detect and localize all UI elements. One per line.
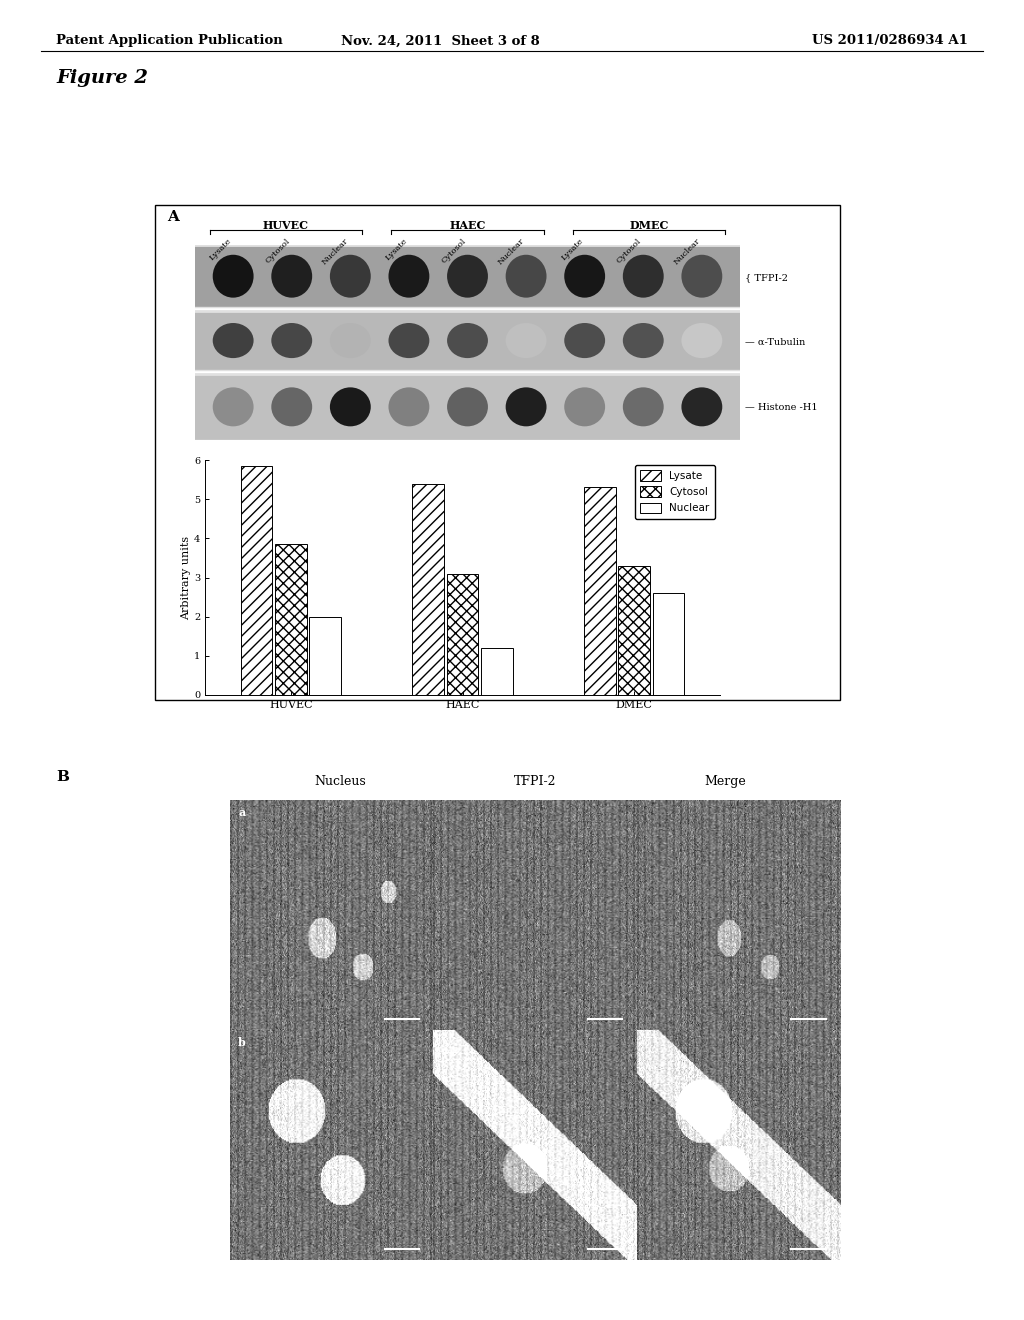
Text: A: A <box>167 210 179 224</box>
Ellipse shape <box>681 387 722 426</box>
Bar <box>195 374 740 440</box>
Text: Cytosol: Cytosol <box>264 238 292 265</box>
Bar <box>618 566 650 696</box>
Ellipse shape <box>388 255 429 297</box>
Ellipse shape <box>388 323 429 358</box>
Text: b: b <box>239 1038 246 1048</box>
Ellipse shape <box>447 387 488 426</box>
Ellipse shape <box>623 323 664 358</box>
Bar <box>652 593 684 696</box>
Ellipse shape <box>213 255 254 297</box>
Text: Cytosol: Cytosol <box>615 238 643 265</box>
Bar <box>241 466 272 696</box>
Bar <box>195 246 740 308</box>
Text: B: B <box>56 770 70 784</box>
Ellipse shape <box>330 323 371 358</box>
Bar <box>481 648 513 696</box>
Ellipse shape <box>447 323 488 358</box>
Ellipse shape <box>564 387 605 426</box>
Ellipse shape <box>330 255 371 297</box>
Ellipse shape <box>213 387 254 426</box>
Text: — Histone -H1: — Histone -H1 <box>745 403 818 412</box>
Text: US 2011/0286934 A1: US 2011/0286934 A1 <box>812 34 968 48</box>
Bar <box>446 574 478 696</box>
Ellipse shape <box>681 323 722 358</box>
Text: { TFPI-2: { TFPI-2 <box>745 273 788 282</box>
Ellipse shape <box>623 255 664 297</box>
Text: Merge: Merge <box>705 775 745 788</box>
Ellipse shape <box>506 323 547 358</box>
Text: HAEC: HAEC <box>450 220 485 231</box>
Text: HUVEC: HUVEC <box>263 220 309 231</box>
Ellipse shape <box>213 323 254 358</box>
Ellipse shape <box>623 387 664 426</box>
Ellipse shape <box>564 255 605 297</box>
Ellipse shape <box>388 387 429 426</box>
Text: Nov. 24, 2011  Sheet 3 of 8: Nov. 24, 2011 Sheet 3 of 8 <box>341 34 540 48</box>
Text: Lysate: Lysate <box>208 238 233 263</box>
Ellipse shape <box>506 387 547 426</box>
Text: Patent Application Publication: Patent Application Publication <box>56 34 283 48</box>
Bar <box>309 616 341 696</box>
Text: Lysate: Lysate <box>384 238 409 263</box>
Ellipse shape <box>564 323 605 358</box>
Text: DMEC: DMEC <box>630 220 669 231</box>
Ellipse shape <box>330 387 371 426</box>
Text: Cytosol: Cytosol <box>439 238 468 265</box>
Text: Nucleus: Nucleus <box>314 775 366 788</box>
Ellipse shape <box>681 255 722 297</box>
Ellipse shape <box>447 255 488 297</box>
Ellipse shape <box>506 255 547 297</box>
Text: a: a <box>239 807 246 818</box>
Bar <box>413 483 444 696</box>
Bar <box>195 312 740 370</box>
Text: Nuclear: Nuclear <box>497 238 526 267</box>
Text: Nuclear: Nuclear <box>321 238 350 267</box>
Bar <box>275 544 306 696</box>
Text: Figure 2: Figure 2 <box>56 69 148 87</box>
Bar <box>584 487 615 696</box>
Y-axis label: Arbitrary units: Arbitrary units <box>181 536 191 619</box>
Ellipse shape <box>271 387 312 426</box>
Legend: Lysate, Cytosol, Nuclear: Lysate, Cytosol, Nuclear <box>635 465 715 519</box>
Ellipse shape <box>271 323 312 358</box>
Text: Lysate: Lysate <box>559 238 585 263</box>
Text: — α-Tubulin: — α-Tubulin <box>745 338 805 347</box>
Text: Nuclear: Nuclear <box>672 238 701 267</box>
Text: TFPI-2: TFPI-2 <box>514 775 556 788</box>
Ellipse shape <box>271 255 312 297</box>
